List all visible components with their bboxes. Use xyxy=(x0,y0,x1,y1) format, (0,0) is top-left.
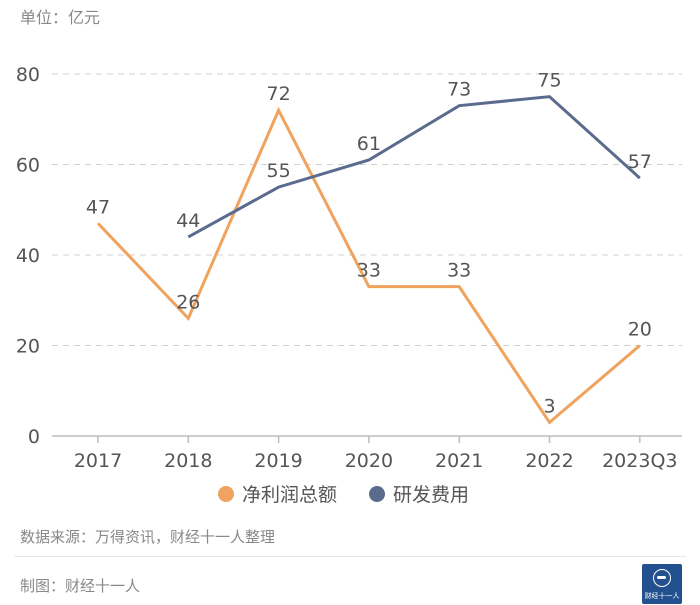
axis-layer: 0 20 40 60 80 2017 2018 2019 2020 2021 2022 2023Q3 xyxy=(16,64,682,472)
data-label: 61 xyxy=(357,133,381,155)
data-label: 33 xyxy=(447,260,471,282)
y-tick-label: 40 xyxy=(16,245,40,267)
y-tick-label: 80 xyxy=(16,64,40,86)
data-label: 26 xyxy=(176,291,200,313)
logo-text: 财经十一人 xyxy=(644,592,680,600)
y-tick-label: 60 xyxy=(16,155,40,177)
publisher-logo: 财经十一人 xyxy=(642,564,682,604)
x-tick-label: 2017 xyxy=(74,450,122,472)
legend-label: 研发费用 xyxy=(393,484,469,506)
legend-marker xyxy=(369,486,385,502)
data-label: 33 xyxy=(357,260,381,282)
grid-layer xyxy=(52,73,682,346)
legend-label: 净利润总额 xyxy=(242,484,337,506)
data-label: 73 xyxy=(447,79,471,101)
data-label: 44 xyxy=(176,210,200,232)
x-tick-label: 2019 xyxy=(254,450,302,472)
x-tick-label: 2018 xyxy=(164,450,212,472)
series-layer xyxy=(96,95,641,425)
x-tick-label: 2023Q3 xyxy=(602,450,677,472)
x-tick-label: 2020 xyxy=(345,450,393,472)
series-line-net-profit xyxy=(96,106,641,425)
data-label: 55 xyxy=(267,160,291,182)
chart-maker-note: 制图：财经十一人 xyxy=(20,577,141,595)
data-label: 3 xyxy=(543,395,555,417)
footer-divider xyxy=(14,556,686,557)
data-label: 75 xyxy=(537,70,561,92)
x-tick-label: 2022 xyxy=(525,450,573,472)
legend: 净利润总额 研发费用 xyxy=(218,484,469,506)
series-line-rd-expense xyxy=(187,95,641,239)
y-tick-label: 0 xyxy=(28,426,40,448)
x-tick-label: 2021 xyxy=(435,450,483,472)
data-source-note: 数据来源：万得资讯，财经十一人整理 xyxy=(20,528,276,546)
legend-marker xyxy=(218,486,234,502)
data-label: 72 xyxy=(267,83,291,105)
unit-label: 单位：亿元 xyxy=(20,8,101,27)
data-label: 57 xyxy=(628,151,652,173)
globe-icon xyxy=(653,569,671,587)
data-label: 47 xyxy=(86,196,110,218)
y-tick-label: 20 xyxy=(16,336,40,358)
data-label: 20 xyxy=(628,319,652,341)
